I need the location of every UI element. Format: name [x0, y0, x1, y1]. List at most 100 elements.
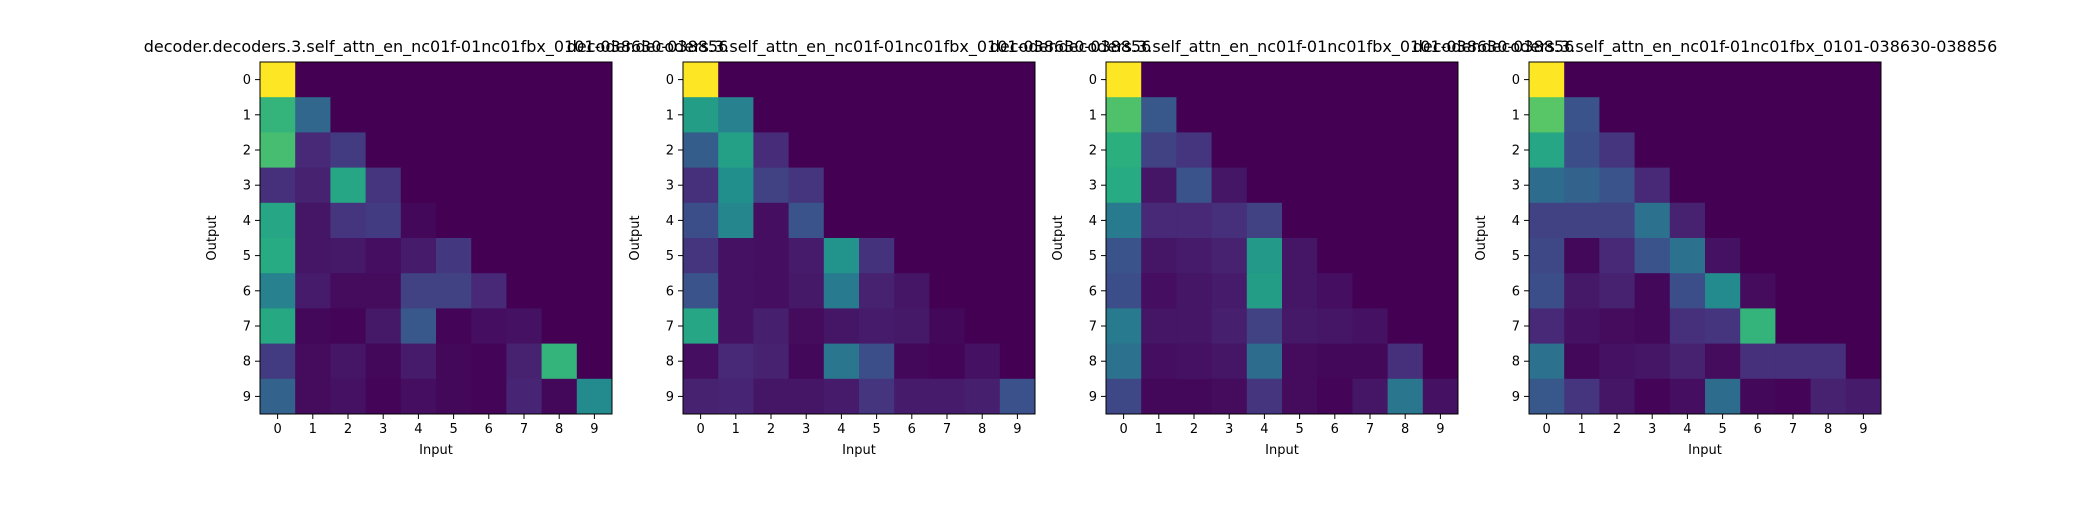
heatmap-cell-r8-c4 [1246, 343, 1283, 380]
heatmap-cell-r6-c3 [1211, 273, 1248, 309]
heatmap-cell-r1-c7 [506, 97, 542, 133]
heatmap-cell-r5-c5 [436, 238, 472, 274]
y-tick-label: 1 [243, 108, 251, 123]
heatmap-cell-r4-c3 [1634, 202, 1671, 239]
heatmap-cell-r9-c8 [1387, 378, 1424, 415]
heatmap-cell-r2-c3 [788, 132, 825, 168]
heatmap-cell-r3-c4 [823, 167, 860, 204]
x-tick-label: 4 [837, 422, 845, 437]
y-tick-label: 0 [1089, 73, 1097, 88]
heatmap-cell-r0-c5 [1282, 62, 1318, 98]
heatmap-cell-r2-c3 [365, 132, 402, 168]
heatmap-cell-r2-c9 [1845, 132, 1882, 168]
y-tick-label: 6 [1089, 284, 1097, 299]
heatmap-cell-r9-c3 [365, 378, 402, 415]
heatmap-panel-3: 0 1 2 3 4 5 6 7 8 9 0 1 2 3 4 5 6 7 8 9 Input Output decoder.d… [990, 37, 1575, 458]
x-tick-label: 8 [978, 422, 986, 437]
heatmap-cell-r9-c1 [1564, 378, 1600, 415]
y-tick-label: 2 [243, 144, 251, 159]
heatmap-cell-r3-c0 [1106, 167, 1142, 204]
heatmap-cell-r3-c2 [330, 167, 366, 204]
y-tick-label: 6 [666, 284, 674, 299]
heatmap-cell-r6-c9 [576, 273, 613, 309]
x-tick-label: 9 [1859, 422, 1867, 437]
heatmap-cell-r7-c3 [1634, 308, 1671, 344]
heatmap-cell-r7-c7 [1775, 308, 1811, 344]
heatmap-cell-r4-c5 [1705, 202, 1741, 239]
heatmap-cell-r6-c3 [1634, 273, 1671, 309]
heatmap-cell-r7-c2 [1176, 308, 1212, 344]
y-axis-label: Output [205, 215, 220, 260]
heatmap-cell-r4-c6 [1317, 202, 1353, 239]
y-tick-label: 9 [666, 390, 674, 405]
heatmap-cell-r2-c6 [471, 132, 507, 168]
heatmap-cell-r2-c1 [718, 132, 754, 168]
heatmap-cell-r7-c9 [1845, 308, 1882, 344]
heatmap-cell-r0-c8 [541, 62, 578, 98]
x-tick-label: 0 [1542, 422, 1550, 437]
heatmap-cell-r9-c0 [1529, 378, 1565, 415]
heatmap-cell-r7-c8 [1387, 308, 1424, 344]
heatmap-cell-r6-c9 [1845, 273, 1882, 309]
heatmap-cell-r6-c6 [1740, 273, 1776, 309]
heatmap-cell-r3-c9 [1422, 167, 1459, 204]
heatmap-cell-r4-c2 [753, 202, 789, 239]
x-tick-label: 9 [1436, 422, 1444, 437]
heatmap-cell-r0-c4 [400, 62, 437, 98]
heatmap-cell-r8-c1 [718, 343, 754, 380]
heatmap-cell-r5-c5 [859, 238, 895, 274]
heatmap-cell-r7-c9 [576, 308, 613, 344]
heatmap-cell-r4-c3 [788, 202, 825, 239]
heatmap-cell-r8-c8 [541, 343, 578, 380]
heatmap-cell-r8-c8 [964, 343, 1001, 380]
heatmap-cell-r7-c7 [929, 308, 965, 344]
heatmap-cell-r6-c4 [400, 273, 437, 309]
heatmap-cell-r6-c5 [436, 273, 472, 309]
heatmap-cell-r0-c9 [1845, 62, 1882, 98]
heatmap-cell-r1-c5 [859, 97, 895, 133]
heatmap-cell-r4-c0 [1106, 202, 1142, 239]
heatmap-cell-r9-c4 [400, 378, 437, 415]
heatmap-cell-r7-c9 [999, 308, 1036, 344]
heatmap-cell-r2-c0 [260, 132, 296, 168]
heatmap-cell-r1-c4 [823, 97, 860, 133]
heatmap-cell-r0-c9 [1422, 62, 1459, 98]
heatmap-cell-r8-c2 [1176, 343, 1212, 380]
heatmap-cell-r2-c6 [1317, 132, 1353, 168]
heatmap-cell-r1-c6 [1740, 97, 1776, 133]
heatmap-cell-r0-c1 [295, 62, 331, 98]
heatmap-cell-r2-c7 [929, 132, 965, 168]
y-axis-label: Output [1474, 215, 1489, 260]
heatmap-cell-r8-c3 [365, 343, 402, 380]
heatmap-cell-r5-c6 [1740, 238, 1776, 274]
heatmap-cell-r8-c5 [1705, 343, 1741, 380]
y-tick-label: 1 [666, 108, 674, 123]
heatmap-cell-r4-c3 [365, 202, 402, 239]
heatmap-cell-r6-c2 [330, 273, 366, 309]
heatmap-cell-r5-c0 [683, 238, 719, 274]
heatmap-cell-r6-c7 [929, 273, 965, 309]
heatmap-cell-r9-c5 [436, 378, 472, 415]
heatmap-cell-r0-c2 [753, 62, 789, 98]
panel-title: decoder.decoders.3.self_attn_en_nc01f-01… [990, 37, 1575, 57]
heatmap-cell-r9-c6 [1740, 378, 1776, 415]
x-axis-label: Input [842, 443, 876, 458]
heatmap-cell-r7-c9 [1422, 308, 1459, 344]
heatmap-cell-r4-c8 [1810, 202, 1847, 239]
x-tick-label: 3 [1225, 422, 1233, 437]
heatmap-cell-r0-c1 [1564, 62, 1600, 98]
heatmap-cell-r3-c6 [1317, 167, 1353, 204]
heatmap-cell-r8-c6 [1740, 343, 1776, 380]
heatmap-cell-r6-c6 [894, 273, 930, 309]
heatmap-cell-r1-c5 [1282, 97, 1318, 133]
heatmap-cell-r0-c8 [964, 62, 1001, 98]
y-axis-label: Output [628, 215, 643, 260]
heatmap-cell-r5-c1 [1141, 238, 1177, 274]
y-tick-label: 7 [1089, 320, 1097, 335]
heatmap-cell-r9-c0 [260, 378, 296, 415]
y-tick-label: 2 [1512, 144, 1520, 159]
heatmap-cell-r7-c4 [1246, 308, 1283, 344]
x-tick-label: 4 [1260, 422, 1268, 437]
heatmap-cell-r0-c1 [1141, 62, 1177, 98]
